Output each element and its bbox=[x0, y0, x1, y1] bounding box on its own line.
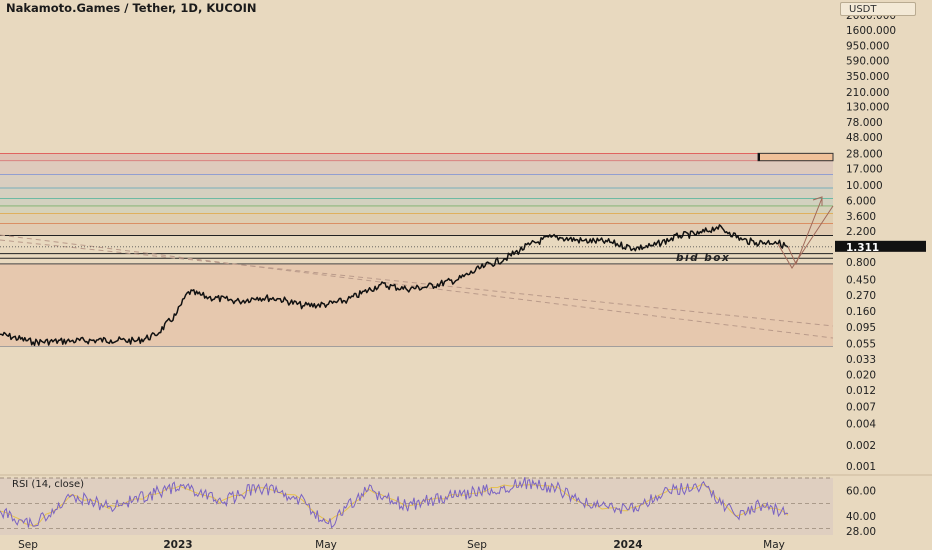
chart-title: Nakamoto.Games / Tether, 1D, KUCOIN bbox=[6, 1, 257, 15]
projection-path bbox=[787, 197, 823, 266]
x-tick-label: 2024 bbox=[613, 539, 642, 550]
y-tick-label: 28.000 bbox=[846, 148, 883, 160]
x-tick-label: 2023 bbox=[163, 539, 192, 550]
y-tick-label: 2.200 bbox=[846, 226, 876, 238]
level-band bbox=[0, 205, 833, 214]
y-tick-label: 0.012 bbox=[846, 385, 876, 397]
x-tick-label: Sep bbox=[467, 539, 487, 550]
y-tick-label: 0.800 bbox=[846, 257, 876, 269]
y-tick-label: 0.095 bbox=[846, 322, 876, 334]
currency-selector[interactable]: USDT bbox=[840, 2, 916, 16]
y-tick-label: 0.002 bbox=[846, 440, 876, 452]
bid-box-label: bid box bbox=[676, 252, 730, 264]
level-band bbox=[0, 153, 833, 161]
last-price-label: 1.311 bbox=[846, 242, 879, 254]
trendline bbox=[0, 234, 834, 339]
price-series bbox=[0, 224, 789, 347]
level-band bbox=[0, 223, 833, 236]
y-tick-label: 350.000 bbox=[846, 71, 889, 83]
projection-path bbox=[777, 205, 834, 269]
y-tick-label: 1600.000 bbox=[846, 25, 896, 37]
y-tick-label: 48.000 bbox=[846, 132, 883, 144]
y-tick-label: 10.000 bbox=[846, 180, 883, 192]
y-tick-label: 130.000 bbox=[846, 101, 889, 113]
y-tick-label: 590.000 bbox=[846, 55, 889, 67]
last-price-box bbox=[835, 240, 926, 252]
y-tick-label: 78.000 bbox=[846, 117, 883, 129]
rsi-y-tick-label: 40.00 bbox=[846, 511, 876, 523]
y-tick-label: 17.000 bbox=[846, 164, 883, 176]
y-tick-label: 950.000 bbox=[846, 41, 889, 53]
level-band bbox=[0, 187, 833, 199]
target-box bbox=[757, 152, 834, 162]
arrow-head bbox=[812, 196, 823, 206]
level-band bbox=[0, 160, 833, 175]
y-tick-label: 0.020 bbox=[846, 370, 876, 382]
y-tick-label: 0.007 bbox=[846, 402, 876, 414]
y-tick-label: 0.033 bbox=[846, 354, 876, 366]
y-tick-label: 6.000 bbox=[846, 195, 876, 207]
trendline bbox=[0, 239, 834, 327]
rsi-series bbox=[0, 477, 789, 529]
rsi-y-tick-label: 28.00 bbox=[846, 526, 876, 538]
x-tick-label: Sep bbox=[18, 539, 38, 550]
y-tick-label: 0.270 bbox=[846, 290, 876, 302]
lower-zone bbox=[0, 263, 833, 347]
y-tick-label: 0.001 bbox=[846, 461, 876, 473]
y-tick-label: 0.450 bbox=[846, 274, 876, 286]
x-tick-label: May bbox=[763, 539, 785, 550]
y-tick-label: 0.004 bbox=[846, 419, 876, 431]
level-band bbox=[0, 213, 833, 224]
y-tick-label: 210.000 bbox=[846, 87, 889, 99]
rsi-y-tick-label: 60.00 bbox=[846, 486, 876, 498]
x-tick-label: May bbox=[315, 539, 337, 550]
rsi-label: RSI (14, close) bbox=[12, 479, 85, 490]
level-band bbox=[0, 174, 833, 188]
y-tick-label: 0.160 bbox=[846, 306, 876, 318]
y-tick-label: 3.600 bbox=[846, 211, 876, 223]
level-band bbox=[0, 198, 833, 206]
y-tick-label: 0.055 bbox=[846, 339, 876, 351]
